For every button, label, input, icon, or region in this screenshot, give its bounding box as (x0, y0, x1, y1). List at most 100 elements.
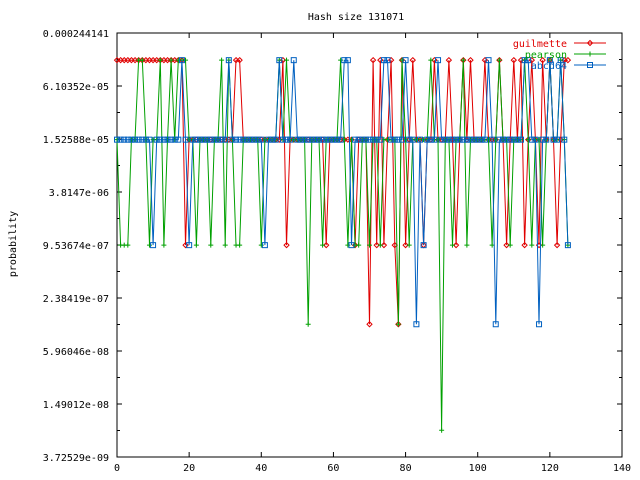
point-abcd64-95 (456, 136, 463, 143)
point-abcd64-107 (499, 136, 506, 143)
point-guilmette-72 (373, 241, 380, 249)
legend-marker-guilmette (586, 39, 594, 47)
point-abcd64-82 (409, 136, 416, 143)
point-abcd64-15 (168, 136, 175, 143)
point-abcd64-64 (344, 57, 351, 64)
point-pearson-29 (219, 57, 225, 63)
point-guilmette-112 (517, 56, 525, 64)
legend-label-guilmette: guilmette (513, 39, 567, 50)
point-abcd64-92 (445, 136, 452, 143)
point-abcd64-77 (391, 136, 398, 143)
y-axis-label: probability (8, 211, 19, 277)
point-abcd64-59 (326, 136, 333, 143)
point-guilmette-66 (351, 241, 359, 249)
point-abcd64-111 (514, 136, 521, 143)
point-abcd64-81 (406, 136, 413, 143)
point-abcd64-4 (128, 136, 135, 143)
point-pearson-93 (449, 242, 455, 248)
y-tick-label-8: 3.72529e-09 (43, 453, 109, 464)
point-abcd64-105 (492, 321, 499, 328)
point-guilmette-73 (377, 56, 384, 64)
point-pearson-26 (208, 242, 214, 248)
point-abcd64-13 (160, 136, 167, 143)
point-abcd64-104 (489, 136, 496, 143)
point-pearson-70 (367, 242, 372, 248)
point-abcd64-76 (388, 136, 395, 143)
point-abcd64-123 (557, 57, 564, 64)
point-guilmette-46 (279, 56, 287, 64)
point-abcd64-86 (424, 136, 431, 143)
point-abcd64-96 (460, 136, 467, 143)
point-abcd64-90 (438, 136, 445, 143)
point-abcd64-91 (442, 136, 449, 143)
point-abcd64-17 (175, 136, 182, 143)
point-abcd64-51 (297, 136, 304, 143)
point-guilmette-82 (409, 56, 416, 64)
point-abcd64-40 (258, 136, 265, 143)
point-pearson-73 (377, 242, 383, 248)
x-tick-label-6: 120 (541, 463, 559, 474)
point-guilmette-71 (369, 56, 377, 64)
point-pearson-9 (146, 242, 152, 248)
point-abcd64-6 (135, 136, 142, 143)
point-abcd64-34 (236, 136, 243, 143)
point-abcd64-61 (334, 136, 341, 143)
point-abcd64-0 (114, 136, 120, 143)
y-tick-label-3: 3.8147e-06 (49, 188, 109, 199)
point-abcd64-54 (308, 136, 315, 143)
y-tick-label-4: 9.53674e-07 (43, 241, 109, 252)
point-abcd64-19 (182, 136, 189, 143)
point-abcd64-14 (164, 136, 171, 143)
y-tick-label-5: 2.38419e-07 (43, 294, 109, 305)
point-abcd64-89 (435, 57, 442, 64)
point-guilmette-74 (380, 241, 388, 249)
point-abcd64-7 (139, 136, 146, 143)
point-abcd64-99 (471, 136, 478, 143)
point-abcd64-117 (536, 321, 543, 328)
point-abcd64-10 (150, 242, 157, 249)
point-pearson-79 (399, 57, 405, 63)
point-abcd64-125 (564, 242, 571, 249)
point-pearson-53 (305, 321, 311, 327)
point-pearson-15 (168, 57, 174, 63)
point-abcd64-65 (348, 242, 355, 249)
point-pearson-19 (183, 57, 189, 63)
x-tick-label-1: 20 (183, 463, 195, 474)
point-guilmette-98 (467, 56, 474, 64)
point-abcd64-84 (417, 136, 423, 143)
point-pearson-47 (284, 57, 290, 63)
point-abcd64-75 (384, 57, 391, 64)
point-pearson-13 (161, 242, 167, 248)
point-abcd64-1 (117, 136, 124, 143)
point-guilmette-70 (366, 321, 373, 328)
point-guilmette-110 (510, 56, 517, 64)
y-tick-label-0: 0.000244141 (43, 29, 109, 40)
point-pearson-96 (460, 57, 466, 63)
point-abcd64-112 (518, 136, 524, 143)
point-guilmette-34 (236, 56, 243, 64)
point-abcd64-26 (207, 136, 214, 143)
point-abcd64-23 (196, 136, 203, 143)
point-pearson-97 (464, 242, 470, 248)
point-abcd64-80 (402, 57, 409, 64)
point-abcd64-55 (312, 136, 319, 143)
point-abcd64-38 (251, 136, 258, 143)
point-pearson-115 (529, 242, 535, 248)
point-abcd64-70 (366, 136, 373, 143)
legend-marker-abcd64 (587, 62, 593, 68)
point-abcd64-118 (539, 136, 546, 143)
point-abcd64-33 (233, 136, 240, 143)
point-guilmette-45 (276, 136, 283, 143)
point-abcd64-39 (254, 136, 261, 143)
point-abcd64-28 (215, 136, 221, 143)
point-abcd64-37 (247, 136, 254, 143)
point-pearson-34 (237, 242, 243, 248)
point-guilmette-118 (539, 56, 546, 64)
legend-label-pearson: pearson (525, 50, 567, 61)
point-abcd64-47 (283, 136, 290, 143)
point-abcd64-119 (543, 136, 550, 143)
point-pearson-22 (193, 242, 199, 248)
y-tick-label-1: 6.10352e-05 (43, 82, 109, 93)
point-guilmette-19 (182, 241, 189, 249)
point-guilmette-108 (503, 241, 510, 249)
